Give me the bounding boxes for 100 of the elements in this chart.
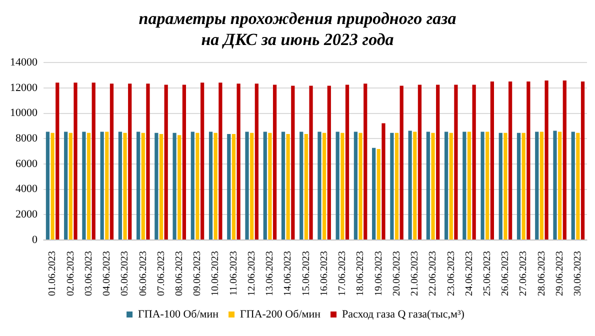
bar (227, 134, 231, 240)
bar (454, 84, 458, 240)
bar (580, 81, 585, 240)
bar (354, 132, 358, 240)
bar (472, 84, 476, 240)
legend-label: ГПА-100 Об/мин (138, 308, 219, 320)
x-tick-label: 11.06.2023 (228, 251, 240, 296)
x-tick-label: 02.06.2023 (65, 251, 76, 296)
y-tick-label: 10000 (10, 107, 38, 120)
bar (553, 130, 557, 240)
bar (498, 132, 502, 240)
x-tick-label: 22.06.2023 (428, 251, 439, 296)
x-tick-label: 26.06.2023 (500, 251, 512, 296)
bar (336, 132, 340, 240)
bar (218, 82, 222, 240)
bar (358, 132, 362, 240)
bar (364, 84, 368, 240)
y-tick-label: 12000 (10, 82, 38, 94)
bar (480, 132, 484, 240)
x-tick-label: 25.06.2023 (482, 251, 493, 296)
bar (281, 132, 286, 240)
x-tick-label: 20.06.2023 (391, 251, 402, 296)
x-tick-label: 28.06.2023 (536, 251, 548, 296)
x-tick-label: 06.06.2023 (138, 251, 149, 296)
bar (146, 84, 150, 240)
bar (508, 81, 512, 240)
bar (382, 123, 386, 240)
bar (413, 132, 417, 240)
bar (449, 132, 453, 240)
bar (141, 132, 145, 240)
bar (467, 132, 472, 240)
bar (304, 134, 308, 240)
bar (82, 132, 86, 240)
x-tick-label: 16.06.2023 (318, 251, 330, 296)
bar (272, 84, 277, 240)
bar (418, 84, 422, 240)
bar (268, 132, 272, 240)
bar (68, 132, 72, 240)
bar (309, 86, 313, 240)
x-tick-label: 17.06.2023 (337, 251, 348, 296)
bar (190, 132, 194, 240)
bar (300, 132, 304, 240)
bar (522, 132, 526, 240)
bar (200, 82, 204, 240)
x-tick-label: 09.06.2023 (192, 251, 204, 296)
x-tick-label: 18.06.2023 (355, 251, 366, 296)
bar (562, 80, 566, 240)
chart-title: параметры прохождения природного газа на ДКС за июнь 2023 года (138, 8, 458, 50)
bar (250, 132, 254, 240)
bar (544, 80, 548, 240)
bar (254, 84, 258, 240)
bar (263, 132, 267, 240)
x-tick-label: 10.06.2023 (210, 251, 222, 296)
bar (345, 84, 350, 240)
bar (92, 82, 96, 240)
bar (86, 132, 91, 240)
bar (340, 132, 344, 240)
bar (182, 84, 186, 240)
bar (164, 84, 168, 240)
x-tick-label: 21.06.2023 (410, 251, 421, 296)
bar (540, 132, 544, 240)
bar (50, 132, 54, 240)
x-tick-label: 15.06.2023 (300, 251, 312, 296)
x-tick-label: 29.06.2023 (554, 251, 566, 296)
x-tick-label: 13.06.2023 (264, 251, 276, 296)
x-tick-label: 04.06.2023 (102, 251, 113, 296)
bar (436, 84, 440, 240)
bar (236, 84, 240, 240)
bar (444, 132, 448, 240)
bar (110, 84, 114, 240)
x-tick-label: 19.06.2023 (373, 251, 384, 296)
y-tick-label: 4000 (16, 183, 38, 196)
bar (576, 132, 580, 240)
bar (245, 132, 249, 240)
x-tick-label: 24.06.2023 (464, 251, 475, 296)
bar (408, 130, 412, 240)
bar (123, 132, 127, 240)
bar (486, 132, 490, 240)
bar (232, 134, 236, 240)
x-tick-label: 14.06.2023 (282, 251, 294, 296)
bar (159, 134, 164, 240)
bar (105, 132, 109, 240)
x-tick-label: 12.06.2023 (246, 251, 258, 296)
bar (526, 81, 530, 240)
bar (400, 86, 404, 240)
x-tick-label: 08.06.2023 (174, 251, 185, 296)
x-tick-label: 23.06.2023 (446, 251, 457, 296)
bar (535, 132, 539, 240)
bar (64, 132, 68, 240)
y-tick-label: 6000 (16, 158, 38, 170)
y-tick-label: 14000 (10, 56, 38, 68)
bar (291, 86, 295, 240)
bar (504, 132, 508, 240)
bar (154, 132, 158, 240)
bar (56, 82, 60, 240)
bar (208, 132, 213, 240)
x-tick-label: 05.06.2023 (120, 251, 131, 296)
x-tick-label: 30.06.2023 (572, 251, 584, 296)
bar (490, 81, 494, 240)
bar (136, 132, 140, 240)
